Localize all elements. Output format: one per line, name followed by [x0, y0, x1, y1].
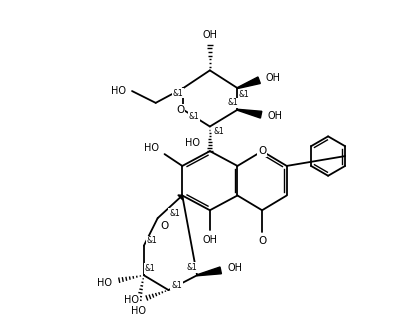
Text: O: O [160, 221, 169, 231]
Text: HO: HO [124, 295, 139, 305]
Text: O: O [258, 146, 266, 156]
Text: &1: &1 [187, 263, 197, 272]
Polygon shape [237, 109, 262, 118]
Text: O: O [176, 105, 185, 115]
Text: HO: HO [185, 138, 199, 148]
Text: OH: OH [227, 263, 242, 273]
Text: OH: OH [202, 30, 217, 40]
Polygon shape [178, 195, 183, 200]
Text: HO: HO [97, 278, 112, 288]
Text: &1: &1 [169, 209, 180, 218]
Polygon shape [237, 77, 260, 88]
Text: O: O [258, 236, 266, 246]
Text: HO: HO [144, 143, 159, 153]
Text: &1: &1 [173, 88, 184, 98]
Text: OH: OH [268, 111, 283, 121]
Text: &1: &1 [189, 112, 199, 121]
Text: HO: HO [111, 86, 126, 96]
Text: &1: &1 [144, 264, 155, 273]
Text: &1: &1 [227, 98, 238, 107]
Text: &1: &1 [146, 236, 157, 245]
Text: HO: HO [131, 306, 146, 316]
Text: &1: &1 [171, 280, 182, 290]
Polygon shape [197, 267, 221, 276]
Text: OH: OH [266, 73, 280, 83]
Text: &1: &1 [239, 89, 250, 99]
Text: OH: OH [202, 235, 217, 245]
Text: &1: &1 [213, 127, 224, 136]
